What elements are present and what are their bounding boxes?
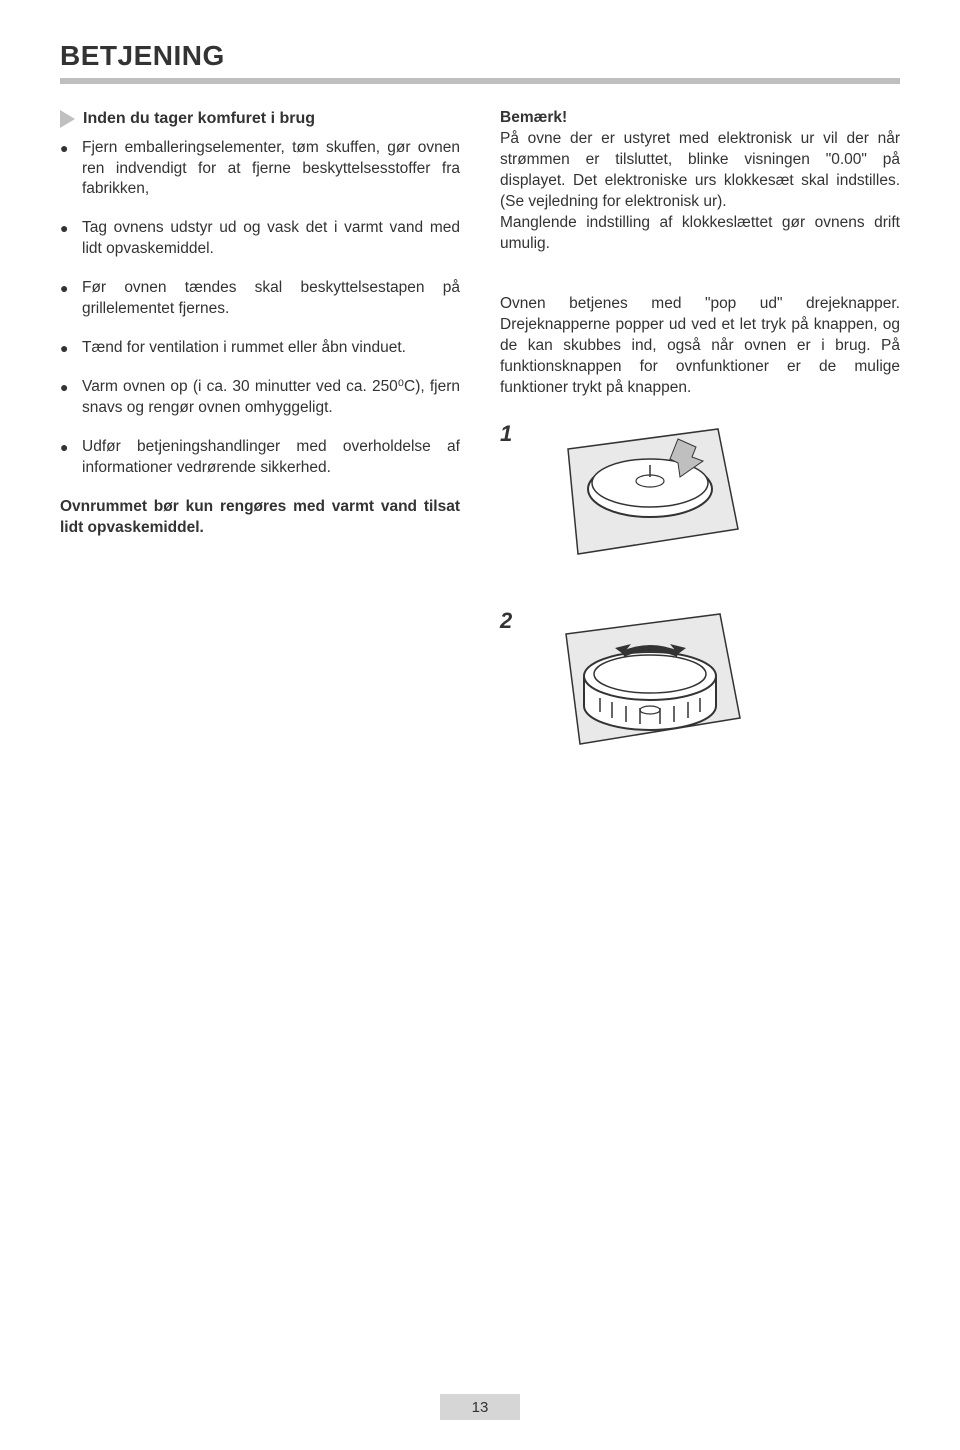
bullet-text: Før ovnen tændes skal beskyttelsestapen … <box>82 279 460 317</box>
list-item: Fjern emballeringselementer, tøm skuffen… <box>60 138 460 201</box>
figure-1: 1 <box>500 419 900 576</box>
note-body-2: Manglende indstilling af klokkeslættet g… <box>500 214 900 252</box>
bullet-text: Udfør betjeningshandlinger med overholde… <box>82 438 460 476</box>
note-label: Bemærk! <box>500 109 567 126</box>
list-item: Tag ovnens udstyr ud og vask det i varmt… <box>60 218 460 260</box>
list-item: Tænd for ventilation i rummet eller åbn … <box>60 338 460 359</box>
bullet-list: Fjern emballeringselementer, tøm skuffen… <box>60 138 460 479</box>
popout-knob-paragraph: Ovnen betjenes med "pop ud" drejeknapper… <box>500 294 900 399</box>
page-title: BETJENING <box>60 40 900 72</box>
title-underline <box>60 78 900 84</box>
knob-push-icon <box>528 419 758 576</box>
triangle-icon <box>60 110 75 128</box>
subheading: Inden du tager komfuret i brug <box>83 108 315 130</box>
bullet-text: Varm ovnen op (i ca. 30 minutter ved ca.… <box>82 378 460 416</box>
left-column: Inden du tager komfuret i brug Fjern emb… <box>60 108 460 803</box>
figures-block: 1 <box>500 419 900 773</box>
note-block: Bemærk! På ovne der er ustyret med elekt… <box>500 108 900 254</box>
subheading-row: Inden du tager komfuret i brug <box>60 108 460 130</box>
list-item: Varm ovnen op (i ca. 30 minutter ved ca.… <box>60 377 460 419</box>
list-item: Før ovnen tændes skal beskyttelsestapen … <box>60 278 460 320</box>
figure-2: 2 <box>500 606 900 773</box>
manual-page: BETJENING Inden du tager komfuret i brug… <box>0 0 960 1450</box>
two-column-layout: Inden du tager komfuret i brug Fjern emb… <box>60 108 900 803</box>
note-body: På ovne der er ustyret med elektronisk u… <box>500 130 900 210</box>
bullet-text: Fjern emballeringselementer, tøm skuffen… <box>82 139 460 198</box>
bullet-text: Tænd for ventilation i rummet eller åbn … <box>82 339 406 356</box>
right-column: Bemærk! På ovne der er ustyret med elekt… <box>500 108 900 803</box>
bullet-text: Tag ovnens udstyr ud og vask det i varmt… <box>82 219 460 257</box>
knob-turn-icon <box>528 606 758 773</box>
page-number-bar: 13 <box>440 1394 520 1420</box>
figure-number: 2 <box>500 606 528 636</box>
page-number: 13 <box>472 1399 489 1416</box>
figure-number: 1 <box>500 419 528 449</box>
closing-bold-text: Ovnrummet bør kun rengøres med varmt van… <box>60 497 460 539</box>
list-item: Udfør betjeningshandlinger med overholde… <box>60 437 460 479</box>
